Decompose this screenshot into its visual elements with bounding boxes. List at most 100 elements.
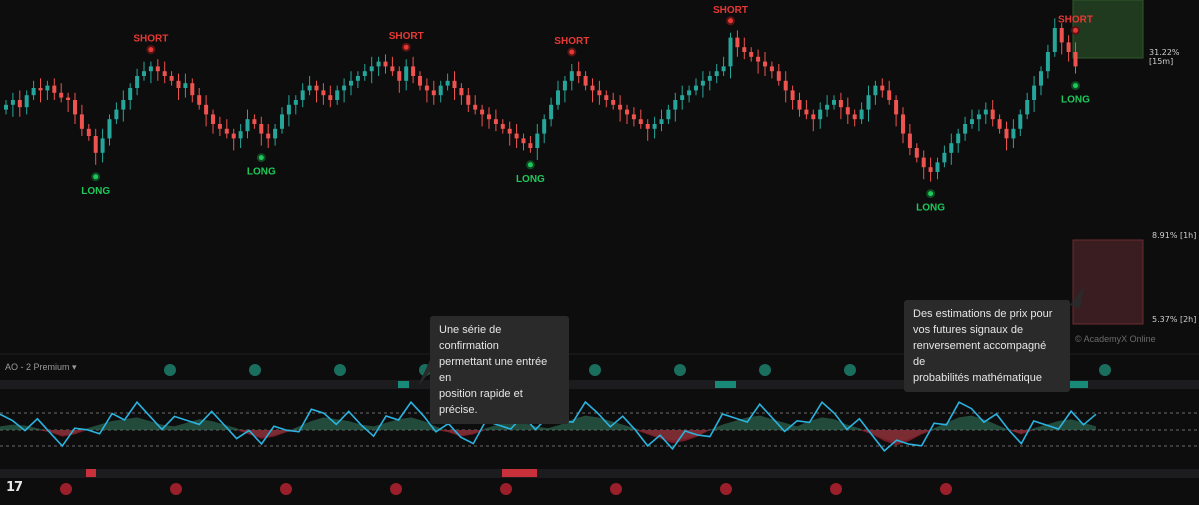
candle-body <box>293 100 298 105</box>
candle-body <box>31 88 36 96</box>
confirmation-bar <box>502 469 537 477</box>
callout-line: Une série de confirmation <box>439 324 502 352</box>
candle-body <box>362 71 367 76</box>
callout-line: permettant une entrée en <box>439 356 548 384</box>
candle-body <box>121 100 126 110</box>
candle-body <box>231 133 236 139</box>
candle-body <box>404 66 409 81</box>
confirmation-dot <box>170 483 182 495</box>
signal-dot <box>256 153 266 163</box>
candle-body <box>673 100 678 110</box>
callout-line: renversement accompagné de <box>913 340 1047 368</box>
candle-body <box>307 85 312 91</box>
confirmation-dot <box>390 483 402 495</box>
candle-body <box>438 85 443 96</box>
confirmation-dot <box>589 364 601 376</box>
long-signal-label: LONG <box>916 203 945 214</box>
short-signal-label: SHORT <box>389 31 424 42</box>
candle-body <box>383 61 388 67</box>
candle-body <box>300 90 305 100</box>
candle-body <box>666 109 671 120</box>
tradingview-logo-icon[interactable]: 17 <box>6 480 23 495</box>
candle-body <box>528 143 533 148</box>
candle-body <box>542 119 547 134</box>
candle-body <box>238 131 243 139</box>
candle-body <box>162 71 167 76</box>
candle-body <box>86 128 91 136</box>
estimate-box-2h <box>1072 239 1144 325</box>
candle-body <box>935 162 940 172</box>
callout-confirmation: Une série de confirmation permettant une… <box>430 316 569 424</box>
callout-estimates: Des estimations de prix pour vos futures… <box>904 300 1070 392</box>
candle-body <box>707 76 712 81</box>
candle-body <box>562 80 567 91</box>
signal-dot <box>567 47 577 57</box>
confirmation-dot <box>844 364 856 376</box>
candle-body <box>970 119 974 124</box>
confirmation-bar <box>1058 381 1088 388</box>
candle-body <box>556 90 560 105</box>
confirmation-dot <box>720 483 732 495</box>
candle-body <box>349 80 353 86</box>
candle-body <box>976 114 981 120</box>
candle-body <box>1059 28 1064 43</box>
candle-body <box>245 119 250 132</box>
candle-body <box>459 88 464 96</box>
candle-body <box>914 148 919 158</box>
candle-body <box>956 133 961 144</box>
candle-body <box>901 114 905 134</box>
indicator-title[interactable]: AO - 2 Premium ▾ <box>5 362 77 372</box>
candle-body <box>825 104 830 110</box>
candle-body <box>1011 128 1016 139</box>
callout-line: vos futures signaux de <box>913 324 1024 336</box>
candle-body <box>694 85 698 91</box>
callout-line: position rapide et précise. <box>439 388 523 416</box>
candle-body <box>880 85 885 91</box>
candle-body <box>204 104 209 115</box>
candle-body <box>52 85 57 93</box>
candle-body <box>742 47 747 52</box>
signal-dot <box>146 45 156 55</box>
candle-body <box>314 85 319 91</box>
candle-body <box>590 85 595 91</box>
candle-body <box>4 104 8 110</box>
confirmation-dot <box>500 483 512 495</box>
candle-body <box>411 66 416 76</box>
candle-body <box>1032 85 1037 100</box>
candle-body <box>217 124 222 129</box>
candle-body <box>549 104 554 120</box>
candle-body <box>1073 52 1078 67</box>
confirmation-bar <box>715 381 736 388</box>
candle-body <box>783 80 788 91</box>
candle-body <box>24 95 29 108</box>
candles <box>4 18 1078 182</box>
signal-dot <box>525 160 535 170</box>
candle-body <box>397 71 402 81</box>
candle-body <box>859 109 864 120</box>
candle-body <box>983 109 988 115</box>
candle-body <box>769 66 774 72</box>
candle-body <box>838 100 843 108</box>
candle-body <box>1052 28 1057 52</box>
candle-body <box>721 66 726 72</box>
candle-body <box>45 85 50 91</box>
candle-body <box>866 95 871 110</box>
candle-body <box>500 124 505 129</box>
signal-dot <box>1071 81 1080 91</box>
candle-body <box>280 114 284 129</box>
confirmation-dot <box>60 483 72 495</box>
candle-body <box>714 71 719 76</box>
candle-body <box>894 100 899 115</box>
candle-body <box>355 76 360 81</box>
short-signal-label: SHORT <box>713 5 748 16</box>
estimate-label-2h: 5.37% [2h] <box>1152 315 1197 324</box>
candle-body <box>569 71 574 81</box>
candle-body <box>466 95 471 105</box>
signal-dot <box>726 16 735 26</box>
candle-body <box>873 85 878 96</box>
callout-line: Des estimations de prix pour <box>913 308 1053 320</box>
candle-body <box>949 143 954 153</box>
candle-body <box>804 109 809 115</box>
candle-body <box>286 104 291 115</box>
